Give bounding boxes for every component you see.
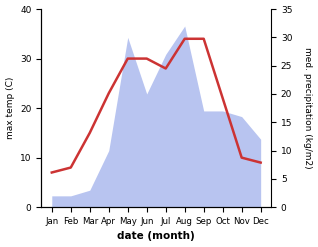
X-axis label: date (month): date (month)	[117, 231, 195, 242]
Y-axis label: med. precipitation (kg/m2): med. precipitation (kg/m2)	[303, 47, 313, 169]
Y-axis label: max temp (C): max temp (C)	[5, 77, 15, 139]
